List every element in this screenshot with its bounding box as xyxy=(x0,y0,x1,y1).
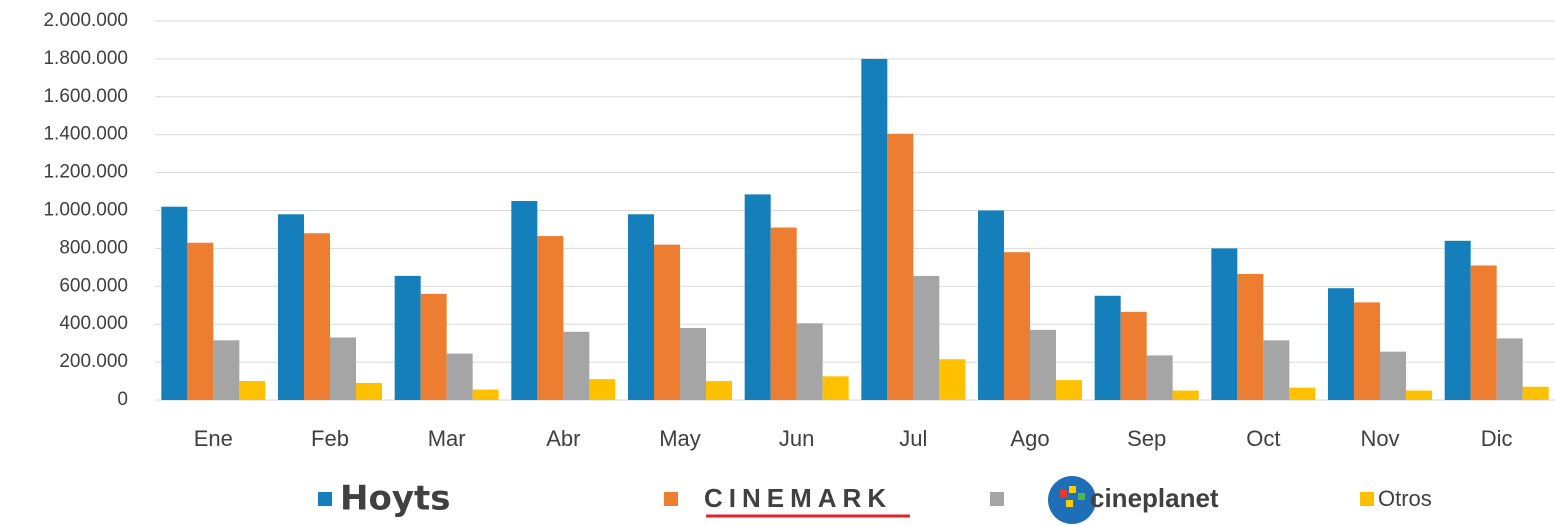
y-tick-label: 2.000.000 xyxy=(43,10,128,31)
bar xyxy=(628,214,654,400)
x-tick-label: Abr xyxy=(546,426,580,451)
x-tick-label: Oct xyxy=(1246,426,1280,451)
bar xyxy=(278,214,304,400)
bar xyxy=(356,382,382,400)
legend-label: cineplanet xyxy=(1090,483,1219,513)
legend-swatch xyxy=(318,492,332,506)
bar xyxy=(239,381,266,400)
legend-label: CINEMARK xyxy=(704,483,892,513)
bar xyxy=(654,244,680,400)
bar xyxy=(1522,386,1549,400)
x-tick-label: Sep xyxy=(1127,426,1166,451)
bar xyxy=(887,133,914,400)
bar xyxy=(744,194,771,400)
bar xyxy=(1237,273,1264,400)
y-tick-label: 1.000.000 xyxy=(43,200,128,221)
bar xyxy=(446,353,473,400)
legend-swatch xyxy=(664,492,678,506)
bar xyxy=(770,227,797,400)
bar xyxy=(330,337,356,400)
legend-swatch xyxy=(1360,492,1374,506)
bar xyxy=(680,327,706,400)
x-tick-label: Ene xyxy=(194,426,233,451)
x-tick-label: Jun xyxy=(779,426,814,451)
legend-swatch xyxy=(990,492,1004,506)
bar xyxy=(1172,390,1199,400)
x-tick-label: Dic xyxy=(1481,426,1513,451)
bar xyxy=(822,376,849,400)
bar xyxy=(1263,340,1290,400)
bar xyxy=(861,58,888,401)
y-tick-label: 600.000 xyxy=(59,275,128,296)
bar xyxy=(1496,338,1523,400)
bar xyxy=(1289,387,1316,400)
y-tick-label: 400.000 xyxy=(59,313,128,334)
x-tick-label: Nov xyxy=(1360,426,1399,451)
bar xyxy=(1211,248,1238,400)
bar xyxy=(420,293,447,400)
logo-dot xyxy=(1078,493,1085,500)
y-tick-label: 1.600.000 xyxy=(43,86,128,107)
bar xyxy=(304,233,330,400)
y-tick-label: 800.000 xyxy=(59,237,128,258)
legend-label: Otros xyxy=(1378,486,1432,511)
bar xyxy=(1444,240,1471,400)
bar xyxy=(511,201,538,400)
bar xyxy=(1056,380,1082,400)
bar xyxy=(537,236,564,400)
x-tick-label: Mar xyxy=(428,426,466,451)
x-tick-label: Ago xyxy=(1010,426,1049,451)
bar xyxy=(1030,329,1056,400)
legend-label: Hoyts xyxy=(340,479,450,519)
bar xyxy=(706,381,732,400)
bar xyxy=(161,206,188,400)
x-tick-label: Feb xyxy=(311,426,349,451)
y-tick-label: 1.200.000 xyxy=(43,162,128,183)
bar xyxy=(1120,311,1147,400)
bar xyxy=(939,359,966,400)
bar xyxy=(187,242,214,400)
bar xyxy=(394,275,421,400)
bar xyxy=(1470,265,1497,400)
x-tick-label: May xyxy=(659,426,701,451)
bar xyxy=(913,275,940,400)
y-tick-label: 200.000 xyxy=(59,351,128,372)
logo-dot xyxy=(1066,500,1073,507)
logo-dot xyxy=(1069,486,1076,493)
y-tick-label: 1.800.000 xyxy=(43,48,128,69)
bar xyxy=(1354,302,1380,400)
bar xyxy=(563,331,590,400)
bar xyxy=(472,389,499,400)
bar xyxy=(213,340,240,400)
bar xyxy=(1406,390,1432,400)
bar xyxy=(1094,295,1121,400)
bar xyxy=(1380,351,1406,400)
y-tick-label: 1.400.000 xyxy=(43,124,128,145)
bar xyxy=(1146,355,1173,400)
bar xyxy=(978,210,1004,400)
y-tick-label: 0 xyxy=(117,389,128,410)
bar xyxy=(1004,252,1030,400)
x-tick-label: Jul xyxy=(899,426,927,451)
bar xyxy=(796,323,823,400)
bar xyxy=(1328,288,1354,400)
logo-dot xyxy=(1060,490,1067,497)
bar xyxy=(589,379,616,400)
